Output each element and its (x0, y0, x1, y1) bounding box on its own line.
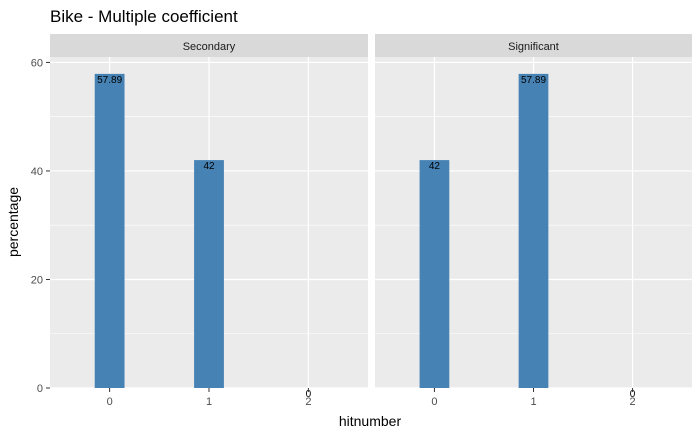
facet-strip (375, 34, 692, 57)
bar-value-label: 57.89 (521, 75, 546, 86)
y-tick-label: 20 (31, 274, 43, 286)
bar-value-label: 0 (630, 389, 636, 400)
bar (94, 73, 125, 388)
bar (419, 160, 450, 388)
y-tick-label: 40 (31, 166, 43, 178)
chart-title: Bike - Multiple coefficient (50, 7, 238, 26)
x-axis-title: hitnumber (339, 413, 402, 429)
x-tick-label: 0 (431, 396, 437, 408)
facet-strip (50, 34, 368, 57)
bar (518, 73, 549, 388)
facet-strip-label: Secondary (183, 41, 236, 53)
y-axis-title: percentage (5, 187, 21, 257)
bar-value-label: 42 (203, 161, 215, 172)
bar-value-label: 0 (306, 389, 312, 400)
bar (194, 160, 224, 388)
x-tick-label: 0 (107, 396, 113, 408)
x-tick-label: 2 (305, 396, 311, 408)
x-tick-label: 1 (530, 396, 536, 408)
bar-value-label: 42 (429, 161, 441, 172)
y-tick-label: 0 (37, 383, 43, 395)
facet-strip-label: Significant (508, 41, 559, 53)
bar-value-label: 57.89 (97, 75, 122, 86)
y-tick-label: 60 (31, 57, 43, 69)
x-tick-label: 1 (206, 396, 212, 408)
x-tick-label: 2 (630, 396, 636, 408)
